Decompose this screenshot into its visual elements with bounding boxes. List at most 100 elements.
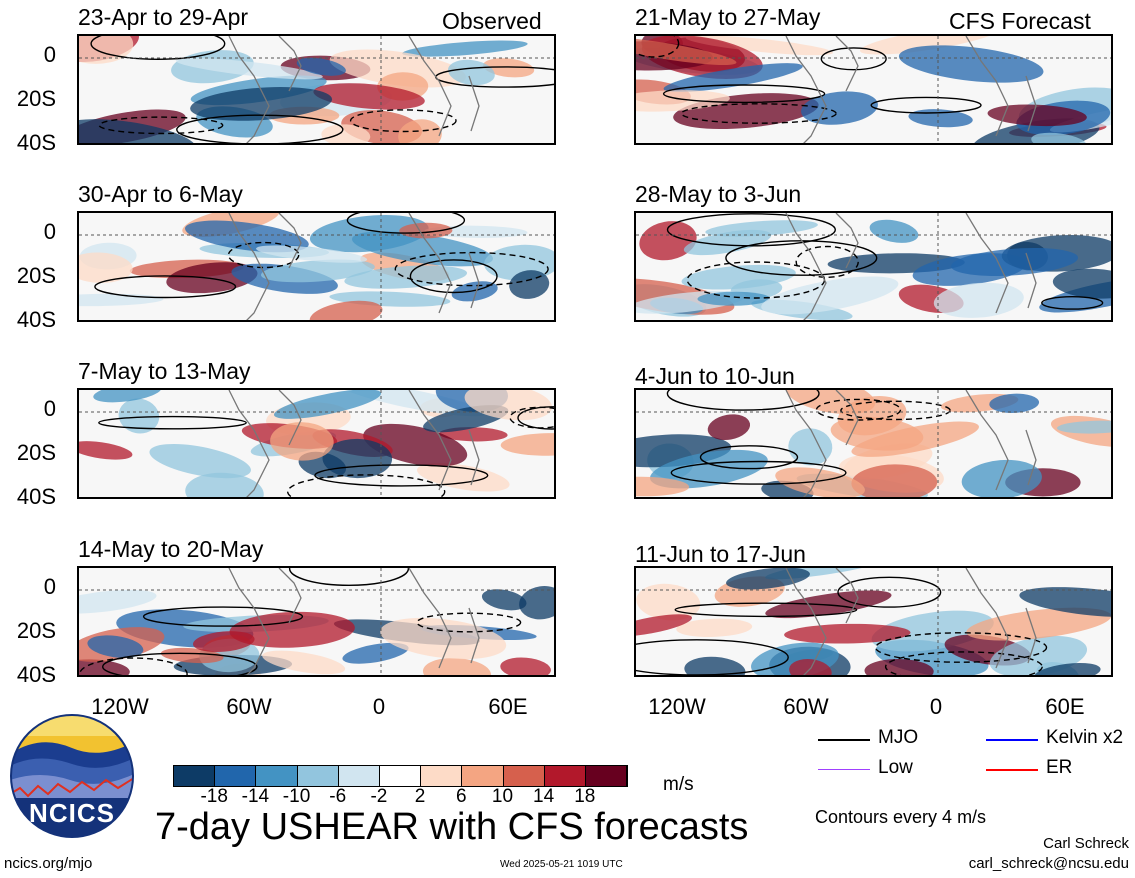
mjo-contour [346,213,466,234]
mjo-contour [1041,296,1104,310]
shear-anomaly-blob [519,586,554,620]
panel-title-obs-2: 30-Apr to 6-May [78,181,243,207]
shear-anomaly-blob [1034,663,1101,675]
shear-anomaly-blob [951,248,1079,276]
shear-anomaly-blob [313,83,425,110]
shear-anomaly-blob [789,659,832,675]
shear-anomaly-blob [859,36,1001,55]
mjo-contour [90,36,226,60]
panel-title-obs-3: 7-May to 13-May [78,358,251,384]
x-tick-label: 60E [1045,694,1085,719]
colorbar-label: -14 [241,786,270,807]
shear-anomaly-blob [451,281,498,302]
colorbar-swatch [379,766,422,786]
legend-line-kelvin-x2 [986,739,1038,741]
y-tick-label: 20S [16,440,56,465]
x-tick-label: 120W [91,694,149,719]
shear-anomaly-blob [987,104,1087,127]
heatmap-panel [77,566,556,677]
shear-anomaly-blob [402,40,528,57]
panel-title-fc-3: 4-Jun to 10-Jun [635,363,795,389]
colorbar-swatch [297,766,339,786]
coastline [228,568,480,675]
site-link[interactable]: ncics.org/mjo [4,855,93,872]
shear-anomaly-blob [118,398,160,434]
shear-anomaly-blob [681,264,796,290]
shear-anomaly-blob [79,36,134,64]
colorbar-label: -18 [200,786,228,807]
heatmap-panel [77,34,556,145]
contour-note: Contours every 4 m/s [815,807,987,827]
timestamp: Wed 2025-05-21 1019 UTC [500,859,623,870]
x-tick-label: 0 [372,694,386,719]
shear-anomaly-blob [351,231,494,267]
shear-anomaly-blob [639,221,697,261]
shear-anomaly-blob [483,58,535,78]
shear-anomaly-blob [636,476,690,497]
shear-anomaly-blob [869,219,919,243]
shear-anomaly-blob [149,444,251,479]
y-tick-label: 20S [16,86,56,111]
colorbar-swatch [421,766,463,786]
heatmap-panel [634,34,1113,145]
legend-line-mjo [818,739,870,741]
coastline [228,390,480,497]
mjo-contour [176,114,344,143]
colorbar-swatch [174,766,216,786]
legend-label: MJO [878,727,919,748]
colorbar-swatch [256,766,298,786]
colorbar-label: 14 [533,786,555,807]
shear-anomaly-blob [1057,420,1111,434]
shear-anomaly-blob [989,393,1040,413]
shear-anomaly-blob [663,63,803,93]
y-tick-label: 40S [16,484,56,509]
shear-anomaly-blob [966,607,1111,641]
shear-anomaly-blob [190,87,333,121]
shear-anomaly-blob [707,414,751,441]
shear-anomaly-blob [775,467,865,497]
shear-anomaly-blob [329,49,466,88]
shear-anomaly-blob [309,300,383,320]
shear-anomaly-blob [447,59,495,86]
shear-anomaly-blob [765,590,892,619]
forecast-label: CFS Forecast [949,8,1091,34]
shear-anomaly-blob [79,589,157,614]
mjo-contour [102,652,258,675]
mjo-contour [820,47,887,71]
x-tick-label: 60E [488,694,528,719]
shear-anomaly-blob [636,36,737,65]
heatmap-panel [77,211,556,322]
mjo-contour [680,103,837,124]
shear-anomaly-blob [676,618,753,637]
legend-label: ER [1046,757,1073,778]
shear-anomaly-blob [851,421,979,457]
shear-anomaly-blob [160,647,224,664]
shear-anomaly-blob [260,259,375,283]
mjo-contour [287,474,446,497]
heatmap-panel [634,211,1113,322]
mjo-contour [79,657,188,675]
panel-title-fc-1: 21-May to 27-May [635,4,821,30]
colorbar-label: -6 [329,786,347,807]
legend-line-er [986,769,1038,771]
shear-anomaly-blob [185,472,264,497]
logo-text: NCICS [29,798,115,828]
heatmap-panel [634,566,1113,677]
observed-label: Observed [442,8,542,34]
shear-anomaly-blob [273,390,382,419]
shear-anomaly-blob [185,220,309,253]
shear-anomaly-blob [342,642,409,664]
shear-anomaly-blob [500,433,554,456]
coastline [785,568,1037,675]
mjo-contour [670,460,847,485]
x-tick-label: 120W [648,694,706,719]
legend-label: Kelvin x2 [1046,727,1124,748]
mjo-contour [98,415,247,430]
shear-anomaly-blob [961,459,1042,497]
mjo-contour [98,116,224,135]
shear-anomaly-blob [398,119,442,143]
colorbar-swatch [503,766,545,786]
shear-anomaly-blob [636,614,693,637]
mjo-contour [94,275,237,299]
y-tick-label: 40S [16,662,56,687]
